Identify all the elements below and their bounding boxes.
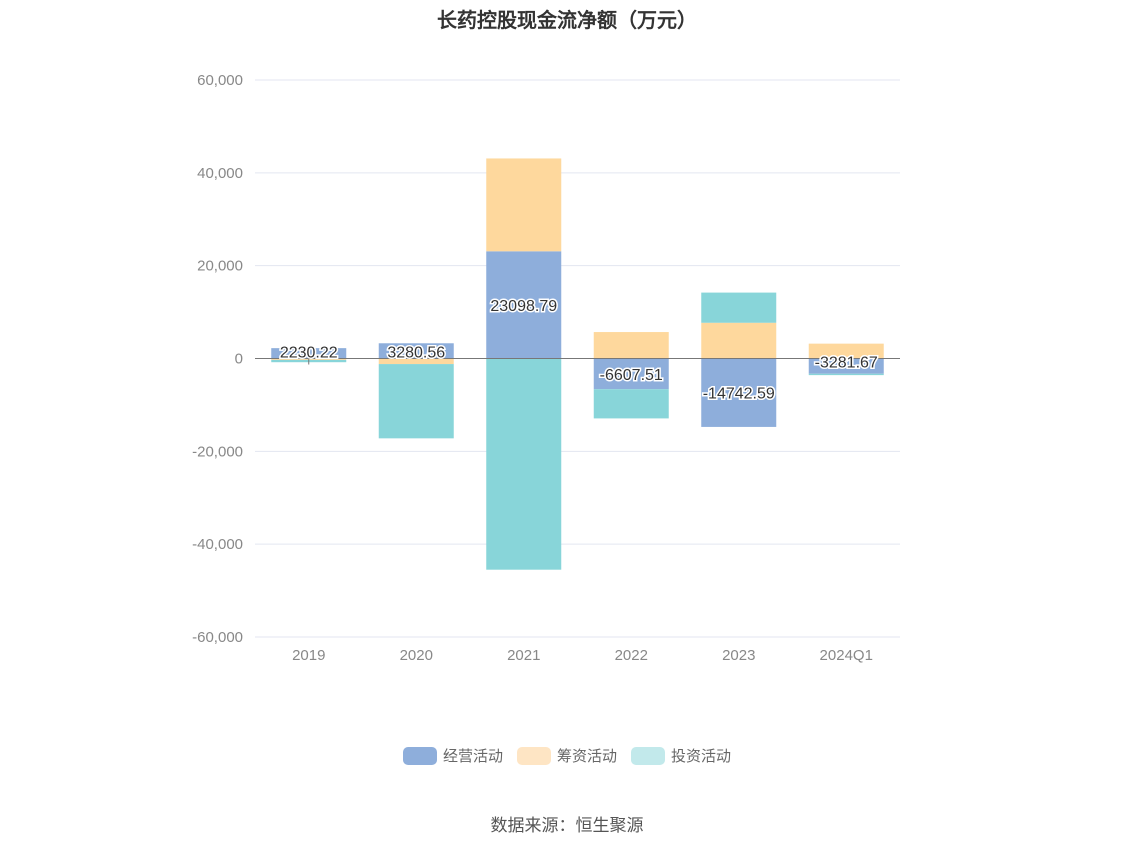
data-label-operating: -6607.51 [600, 367, 663, 384]
bar-operating [808, 358, 884, 374]
y-tick-label: -20,000 [192, 443, 243, 460]
chart-title: 长药控股现金流净额（万元） [437, 8, 697, 32]
x-tick-label: 2020 [400, 647, 433, 664]
legend-swatch-financing [516, 746, 551, 765]
bar-financing [808, 343, 884, 359]
bar-investing [593, 389, 669, 419]
legend-label-financing: 筹资活动 [556, 747, 617, 765]
bar-investing [486, 358, 562, 570]
bar-financing [486, 158, 562, 252]
bar-financing [593, 332, 669, 359]
bar-investing [378, 364, 454, 439]
legend-label-investing: 投资活动 [671, 747, 732, 765]
x-tick-label: 2023 [722, 647, 755, 664]
bar-operating [701, 358, 777, 427]
bar-operating [271, 348, 347, 359]
bar-financing [378, 358, 454, 365]
y-tick-label: -40,000 [192, 536, 243, 553]
bar-financing [701, 322, 777, 359]
bar-operating [593, 358, 669, 390]
bar-operating [378, 343, 454, 359]
y-tick-label: 20,000 [197, 258, 243, 275]
y-tick-label: 60,000 [197, 72, 243, 89]
legend-swatch-investing [631, 746, 665, 765]
y-tick-label: 40,000 [197, 165, 243, 182]
data-label-operating: 3280.56 [387, 345, 445, 362]
y-tick-label: 0 [235, 351, 243, 368]
bar-investing [701, 292, 777, 323]
bar-operating [486, 251, 562, 359]
legend-item-financing[interactable]: 筹资活动 [516, 745, 617, 766]
data-label-operating: 23098.79 [490, 298, 557, 315]
y-tick-label: -60,000 [192, 629, 243, 646]
data-label-operating: -3281.67 [815, 355, 878, 372]
legend-label-operating: 经营活动 [442, 747, 503, 765]
legend: 经营活动 筹资活动 投资活动 [0, 745, 1134, 766]
x-tick-label: 2024Q1 [820, 647, 873, 664]
data-source-note: 数据来源：恒生聚源 [490, 816, 644, 836]
data-label-operating: 2230.22 [280, 345, 338, 362]
legend-item-investing[interactable]: 投资活动 [631, 745, 731, 766]
bar-investing [808, 373, 884, 376]
x-tick-label: 2022 [615, 647, 648, 664]
data-label-operating: -14742.59 [703, 386, 775, 403]
legend-item-operating[interactable]: 经营活动 [402, 745, 503, 766]
legend-swatch-operating [402, 746, 437, 765]
x-tick-label: 2021 [507, 647, 540, 664]
x-tick-label: 2019 [292, 647, 325, 664]
